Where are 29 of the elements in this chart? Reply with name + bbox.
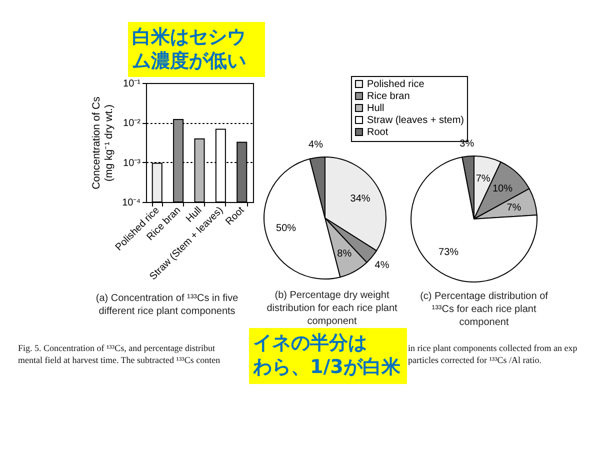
data-label: 10%	[492, 184, 513, 195]
y-tick-label: 10⁻¹	[123, 78, 142, 90]
text: in rice plant components collected from an exp	[408, 343, 578, 354]
data-label: 8%	[337, 248, 352, 260]
data-label: 7%	[476, 173, 490, 184]
data-label: 34%	[350, 194, 370, 205]
data-label: 73%	[438, 246, 459, 258]
caption: Fig. 5. Concentration of ¹³³Cs, and percentage distribut	[18, 343, 216, 354]
pie-slice	[410, 156, 538, 282]
text: particles corrected for ¹³³Cs /Al ratio.	[408, 355, 542, 366]
text: (c) Percentage distribution of ¹³³Cs for each rice plant component	[419, 290, 549, 329]
text: 白米はセシウム濃度が低い	[128, 22, 265, 77]
y-axis-title: Concentration of Cs (mg kg⁻¹ dry wt.)	[90, 96, 116, 190]
text: mental field at harvest time. The subtracted ¹³³Cs conten	[18, 355, 220, 366]
legend-label: Rice bran	[367, 91, 410, 102]
legend-label: Root	[367, 127, 388, 138]
data-label: 50%	[276, 223, 296, 234]
legend-label: Polished rice	[367, 79, 425, 90]
text: (a) Concentration of ¹³³Cs in five different rice plant components	[94, 292, 240, 318]
data-label: 7%	[506, 202, 522, 214]
y-tick-label: 10⁻³	[123, 158, 142, 169]
y-tick-label: 10⁻²	[123, 118, 142, 130]
legend-label: Straw (leaves + stem)	[367, 115, 464, 126]
legend-label: Hull	[367, 103, 384, 114]
data-label: 4%	[374, 260, 390, 272]
y-tick-label: 10⁻⁴	[122, 198, 140, 208]
data-label: 4%	[308, 140, 324, 151]
text: イネの半分はわら、1/3が白米	[249, 328, 407, 384]
text: (b) Percentage dry weight distribution for each rice plant component	[266, 289, 398, 328]
